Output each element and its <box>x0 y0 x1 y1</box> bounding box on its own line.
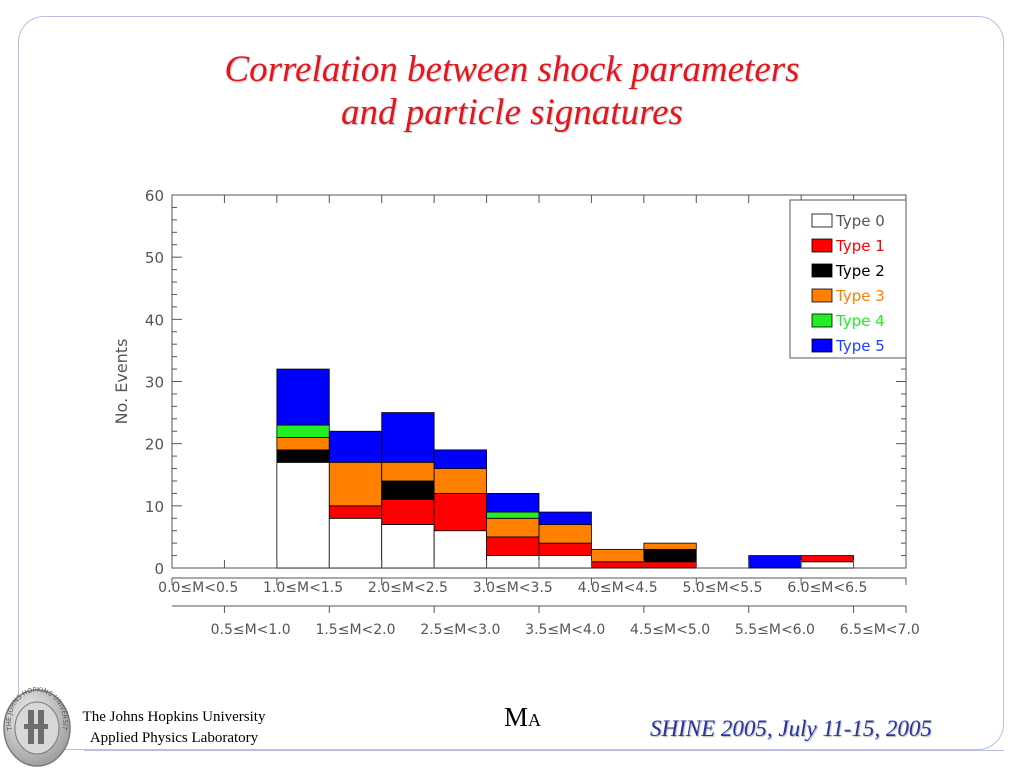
bar-segment <box>433 492 487 532</box>
y-axis-label: No. Events <box>112 339 131 425</box>
bar-segment <box>328 505 383 519</box>
bar-segment <box>486 536 540 556</box>
bar-segment <box>328 517 383 569</box>
bar-segment <box>381 412 435 463</box>
bar-segment <box>538 511 592 525</box>
legend: Type 0 Type 1 Type 2 Type 3 Type 4 Type 5 <box>789 199 907 359</box>
legend-label: Type 2 <box>835 262 885 280</box>
bar-segment <box>433 449 487 469</box>
legend-label: Type 5 <box>835 337 885 355</box>
bar-segment <box>538 542 592 556</box>
x-tick-label: 2.5≤M<3.0 <box>420 622 500 638</box>
slide-title: Correlation between shock parameters and… <box>0 48 1024 134</box>
legend-label: Type 0 <box>835 212 885 230</box>
legend-box <box>789 199 907 359</box>
slide-title-line-2: and particle signatures <box>341 92 683 133</box>
bar-segment <box>486 492 540 513</box>
x-tick-label: 4.5≤M<5.0 <box>630 622 710 638</box>
bar-segment <box>276 368 330 426</box>
y-tick-label: 40 <box>145 311 164 329</box>
jhu-seal-logo: THE JOHNS HOPKINS UNIVERSITY <box>0 680 71 767</box>
alfven-mach-label: MA <box>504 702 541 733</box>
x-axes: 0.0≤M<0.5 0.5≤M<1.0 1.0≤M<1.5 1.5≤M<2.0 2.0≤… <box>158 560 920 638</box>
legend-swatch <box>811 338 833 353</box>
y-tick-label: 30 <box>145 374 164 392</box>
legend-swatch <box>811 213 833 228</box>
institution-line-1: The Johns Hopkins University <box>82 709 266 725</box>
bar-segment <box>433 468 487 494</box>
bar-segment <box>276 449 330 463</box>
legend-label: Type 3 <box>835 287 885 305</box>
x-tick-label: 6.0≤M<6.5 <box>787 580 867 596</box>
bar-segment <box>381 461 435 482</box>
bars <box>276 368 854 569</box>
bar-segment <box>433 530 487 569</box>
bar-segment <box>643 542 697 550</box>
conference-footer: SHINE 2005, July 11-15, 2005 <box>650 716 932 741</box>
bar-segment <box>486 511 540 519</box>
bar-segment <box>591 561 645 569</box>
bar-segment <box>643 548 697 563</box>
x-tick-label: 3.5≤M<4.0 <box>525 622 605 638</box>
bar-segment <box>800 555 854 563</box>
ma-main: M <box>504 702 529 732</box>
footer-divider <box>84 750 1004 751</box>
slide-title-line-1: Correlation between shock parameters <box>224 49 800 90</box>
institution-line-2: Applied Physics Laboratory <box>89 730 259 746</box>
x-tick-label: 0.0≤M<0.5 <box>158 580 238 596</box>
legend-swatch <box>811 288 833 303</box>
y-tick-label: 10 <box>145 498 164 516</box>
slide-frame <box>18 16 1004 750</box>
y-tick-label: 0 <box>154 560 164 578</box>
y-tick-label: 60 <box>145 187 164 205</box>
legend-label: Type 1 <box>835 237 885 255</box>
bar-segment <box>486 555 540 569</box>
bar-segment <box>748 555 802 569</box>
bar-segment <box>381 524 435 569</box>
bar-segment <box>381 480 435 501</box>
bar-segment <box>643 561 697 569</box>
x-tick-label: 1.5≤M<2.0 <box>315 622 395 638</box>
bar-segment <box>276 437 330 451</box>
bar-segment <box>328 430 383 463</box>
x-tick-label: 3.0≤M<3.5 <box>473 580 553 596</box>
stacked-histogram: 0 10 20 30 40 50 60 No. Events 0.0≤M<0.5 0.5≤M<1.… <box>112 187 920 638</box>
bar-segment <box>276 461 330 569</box>
x-tick-label: 4.0≤M<4.5 <box>578 580 658 596</box>
bar-segment <box>328 461 383 507</box>
bar-segment <box>538 555 592 569</box>
x-tick-label: 6.5≤M<7.0 <box>840 622 920 638</box>
y-tick-label: 20 <box>145 436 164 454</box>
bar-segment <box>276 424 330 438</box>
bar-segment <box>591 548 645 563</box>
x-tick-label: 5.0≤M<5.5 <box>682 580 762 596</box>
bar-segment <box>538 524 592 544</box>
legend-swatch <box>811 263 833 278</box>
x-tick-label: 1.0≤M<1.5 <box>263 580 343 596</box>
x-tick-label: 0.5≤M<1.0 <box>211 622 291 638</box>
legend-label: Type 4 <box>835 312 885 330</box>
y-tick-label: 50 <box>145 249 164 267</box>
y-axis: 0 10 20 30 40 50 60 <box>145 187 906 578</box>
bar-segment <box>800 561 854 569</box>
bar-segment <box>486 517 540 538</box>
institution-name: The Johns Hopkins University Applied Phy… <box>62 707 286 749</box>
bar-segment <box>381 499 435 525</box>
legend-swatch <box>811 238 833 253</box>
x-tick-label: 5.5≤M<6.0 <box>735 622 815 638</box>
x-tick-label: 2.0≤M<2.5 <box>368 580 448 596</box>
legend-swatch <box>811 313 833 328</box>
ma-subscript: A <box>528 710 542 730</box>
